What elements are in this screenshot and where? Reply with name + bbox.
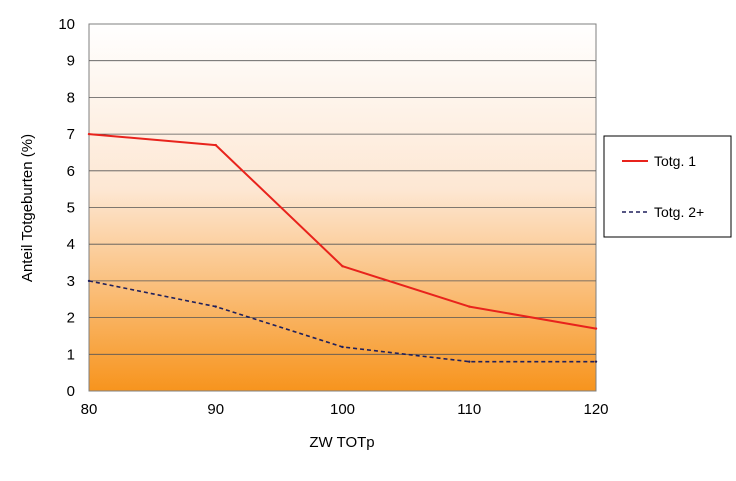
- data-point: [468, 360, 471, 363]
- data-point: [594, 360, 598, 363]
- y-tick-label: 4: [67, 236, 75, 253]
- data-point: [341, 265, 344, 268]
- gridlines: [89, 60, 596, 355]
- y-tick-label: 7: [67, 126, 75, 143]
- y-tick-label: 10: [58, 16, 75, 33]
- x-tick-label: 110: [457, 401, 481, 418]
- y-tick-label: 9: [67, 53, 75, 70]
- x-tick-label: 120: [583, 401, 608, 418]
- data-point: [87, 132, 91, 136]
- y-tick-labels: 0 1 2 3 4 5 6 7 8 9 10: [58, 16, 75, 400]
- data-point: [594, 327, 598, 330]
- x-tick-label: 80: [81, 401, 98, 418]
- legend-label-totg-2plus: Totg. 2+: [654, 204, 704, 220]
- y-tick-label: 5: [67, 200, 75, 217]
- y-tick-label: 6: [67, 163, 75, 180]
- legend-box: [603, 135, 732, 238]
- y-tick-label: 3: [67, 273, 75, 290]
- series-lines: [87, 132, 598, 363]
- data-point: [214, 143, 217, 147]
- y-tick-label: 8: [67, 89, 75, 106]
- data-point: [214, 305, 217, 308]
- x-tick-label: 100: [330, 401, 355, 418]
- x-tick-label: 90: [207, 401, 224, 418]
- x-tick-labels: 80 90 100 110 120: [81, 401, 609, 418]
- legend-label-totg-1: Totg. 1: [654, 153, 696, 169]
- y-tick-label: 1: [67, 346, 75, 363]
- x-axis-label: ZW TOTp: [309, 434, 374, 451]
- data-point: [341, 345, 344, 349]
- y-axis-label: Anteil Totgeburten (%): [19, 134, 36, 282]
- data-point: [468, 305, 471, 308]
- y-tick-label: 2: [67, 310, 75, 327]
- legend: Totg. 1 Totg. 2+: [603, 135, 732, 238]
- y-tick-label: 0: [67, 383, 75, 400]
- data-point: [87, 279, 91, 283]
